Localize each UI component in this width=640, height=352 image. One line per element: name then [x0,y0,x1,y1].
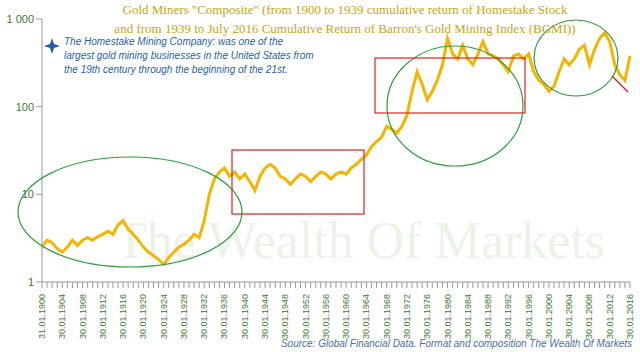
svg-text:1: 1 [28,276,34,288]
svg-text:the 19th century through the b: the 19th century through the beginning o… [64,64,288,75]
svg-text:100: 100 [16,101,34,113]
svg-text:30.01.1992: 30.01.1992 [503,294,513,339]
svg-text:Source: Global Financial Data.: Source: Global Financial Data. Format an… [281,338,632,349]
svg-text:The Wealth Of Markets: The Wealth Of Markets [114,212,606,269]
svg-text:largest gold mining businesses: largest gold mining businesses in the Un… [64,50,314,61]
svg-text:30.01.1920: 30.01.1920 [138,294,148,339]
svg-text:30.01.1916: 30.01.1916 [118,294,128,339]
svg-text:The Homestake Mining Company:: The Homestake Mining Company: was one of… [64,36,283,47]
svg-text:31.01.1900: 31.01.1900 [37,294,47,339]
svg-text:30.01.2016: 30.01.2016 [625,294,635,339]
svg-text:30.01.1932: 30.01.1932 [199,294,209,339]
svg-text:30.01.2008: 30.01.2008 [584,294,594,339]
svg-text:30.01.1980: 30.01.1980 [443,294,453,339]
svg-text:30.01.1984: 30.01.1984 [463,294,473,339]
svg-text:30.01.1940: 30.01.1940 [240,294,250,339]
svg-text:30.01.1912: 30.01.1912 [98,294,108,339]
svg-text:30.01.1944: 30.01.1944 [260,294,270,339]
svg-text:1 000: 1 000 [6,13,34,25]
svg-text:30.01.1904: 30.01.1904 [57,294,67,339]
svg-text:and from 1939 to July 2016 Cum: and from 1939 to July 2016 Cumulative Re… [114,21,575,36]
svg-text:30.01.1964: 30.01.1964 [361,294,371,339]
svg-text:30.01.1936: 30.01.1936 [219,294,229,339]
svg-text:30.01.1952: 30.01.1952 [301,294,311,339]
svg-text:30.01.1976: 30.01.1976 [422,294,432,339]
svg-text:30.01.1908: 30.01.1908 [78,294,88,339]
svg-text:30.01.2012: 30.01.2012 [605,294,615,339]
svg-text:30.01.1968: 30.01.1968 [382,294,392,339]
svg-text:30.01.2000: 30.01.2000 [544,294,554,339]
svg-text:30.01.1948: 30.01.1948 [280,294,290,339]
svg-text:30.01.1924: 30.01.1924 [159,294,169,339]
svg-text:30.01.1960: 30.01.1960 [341,294,351,339]
svg-text:30.01.1996: 30.01.1996 [524,294,534,339]
svg-text:30.01.2004: 30.01.2004 [564,294,574,339]
svg-text:10: 10 [22,188,34,200]
svg-text:30.01.1928: 30.01.1928 [179,294,189,339]
svg-text:Gold Miners "Composite" (from: Gold Miners "Composite" (from 1900 to 19… [123,2,568,17]
svg-text:30.01.1956: 30.01.1956 [321,294,331,339]
svg-text:30.01.1972: 30.01.1972 [402,294,412,339]
svg-text:30.01.1988: 30.01.1988 [483,294,493,339]
